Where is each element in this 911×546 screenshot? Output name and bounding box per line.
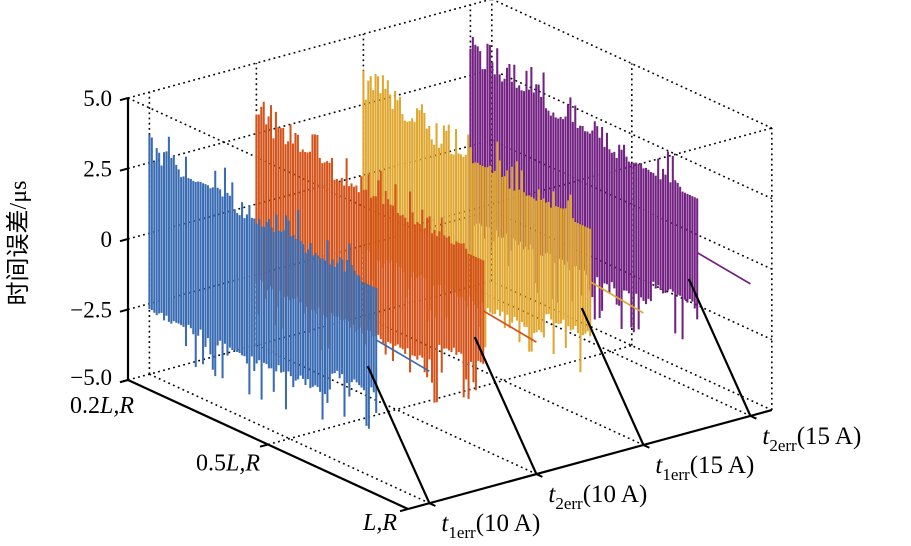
grid-floor-y [267,344,633,446]
z-tick-label-5.0: 5.0 [83,86,112,111]
leader-line-1 [366,365,431,504]
z-tick-label-0: 0 [101,227,113,252]
curtain-series-1 [148,134,430,429]
x-axis-tick [428,502,436,507]
y-axis-tick [259,443,269,448]
series-curtains [148,37,751,429]
series-tail-line [482,310,537,343]
y-axis-tick [399,508,409,513]
leader-lines [366,278,752,504]
x-category-label-1: t1err(10 A) [441,510,540,542]
leader-line-4 [687,278,752,417]
x-axis-line [407,408,773,511]
x-axis-tick [642,444,650,449]
x-category-label-3: t1err(15 A) [655,452,754,484]
grid-backwall-z [127,0,492,99]
z-tick-label--5.0: −5.0 [70,365,112,390]
grid-backwall-z [127,68,493,170]
y-category-label-1: 0.2L,R [70,393,134,419]
category-labels: 0.2L,R 0.5L,R L,R t1err(10 A)t2err(10 A)t1e… [70,393,861,542]
series-tail-line [696,251,751,285]
z-axis-tick [119,97,129,102]
y-axis-tick [119,379,129,384]
leader-line-3 [580,307,645,446]
series-tail-line [375,339,430,372]
x-axis-tick [535,473,543,478]
leader-line-2 [473,336,538,475]
z-tick-label-2.5: 2.5 [83,157,112,182]
x-category-label-2: t2err(10 A) [548,481,647,513]
series-tail-line [589,280,644,314]
x-axis-tick [749,414,757,420]
z-axis-tick [119,167,129,172]
x-category-label-4: t2err(15 A) [762,423,861,455]
y-category-label-2: 0.5L,R [196,451,260,477]
axes-solid [119,97,773,513]
z-axis-label: 时间误差/μs [5,181,32,306]
z-tick-label--2.5: −2.5 [70,298,112,323]
z-axis-tick [119,308,129,313]
y-category-label-3: L,R [362,510,397,536]
z-axis-tick [119,238,129,243]
